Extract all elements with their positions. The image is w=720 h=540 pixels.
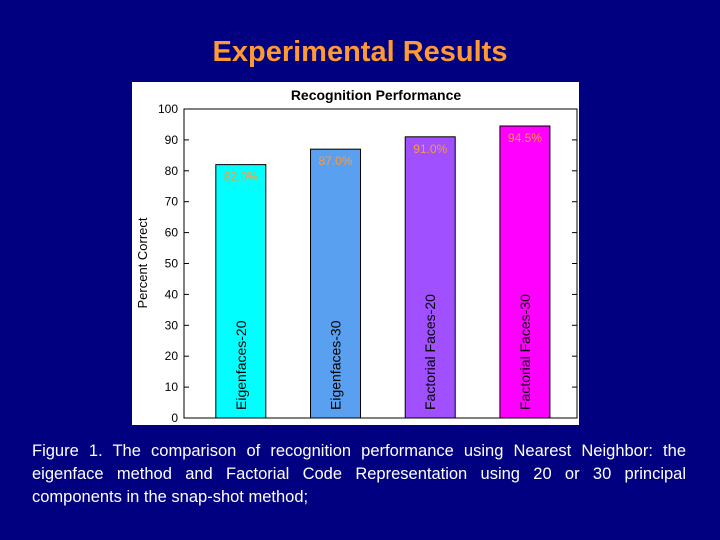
bar-value-label: 82.0% <box>224 170 258 184</box>
y-tick-label: 100 <box>158 102 178 116</box>
y-tick-label: 40 <box>165 287 179 301</box>
bar-category-label: Eigenfaces-30 <box>328 320 344 410</box>
chart-svg: Recognition Performance Percent Correct … <box>132 82 579 425</box>
y-tick-label: 20 <box>165 349 179 363</box>
y-axis-ticks: 0 10 20 30 40 50 60 70 80 90 100 <box>158 102 577 425</box>
y-tick-label: 30 <box>165 318 179 332</box>
y-tick-label: 0 <box>171 411 178 425</box>
bar-1 <box>215 164 267 419</box>
slide-title: Experimental Results <box>212 36 508 68</box>
bar-category-label: Eigenfaces-20 <box>233 320 249 410</box>
bar-category-label: Factorial Faces-20 <box>422 294 438 410</box>
bar-2 <box>310 148 362 419</box>
y-tick-label: 60 <box>165 226 179 240</box>
chart-title: Recognition Performance <box>291 87 462 103</box>
y-tick-label: 50 <box>165 257 179 271</box>
bars-group: 82.0% Eigenfaces-20 87.0% Eigenfaces-30 91.0… <box>215 125 551 419</box>
bar-category-label: Factorial Faces-30 <box>517 294 533 410</box>
y-tick-label: 10 <box>165 380 179 394</box>
bar-value-label: 91.0% <box>413 142 447 156</box>
y-tick-label: 90 <box>165 133 179 147</box>
bar-value-label: 87.0% <box>319 154 353 168</box>
y-tick-label: 70 <box>165 195 179 209</box>
bar-value-label: 94.5% <box>508 131 542 145</box>
figure-caption: Figure 1. The comparison of recognition … <box>32 442 686 506</box>
bar-3 <box>404 136 456 419</box>
y-tick-label: 80 <box>165 164 179 178</box>
y-axis-label: Percent Correct <box>135 217 150 308</box>
recognition-performance-chart: Recognition Performance Percent Correct … <box>132 82 579 425</box>
bar-4 <box>499 125 551 419</box>
